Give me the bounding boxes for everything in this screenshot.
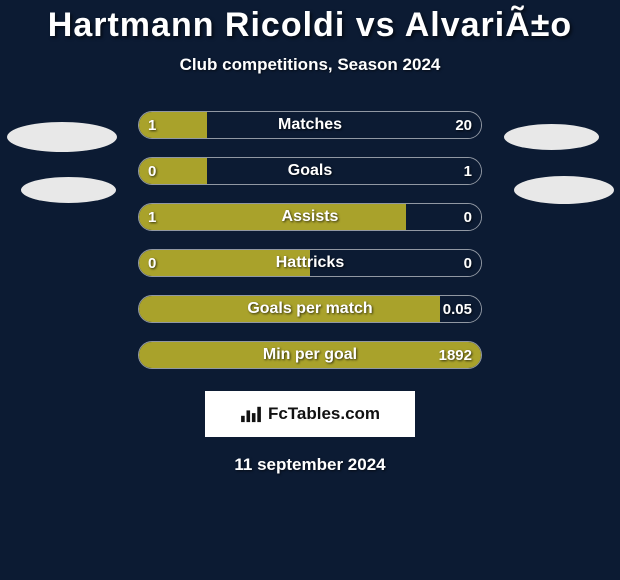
stat-row: Goals01 (138, 157, 482, 185)
bar-value-right: 1 (464, 157, 472, 185)
decor-ellipse-1 (7, 122, 117, 152)
page-title: Hartmann Ricoldi vs AlvariÃ±o (0, 0, 620, 45)
stats-bars: Matches120Goals01Assists10Hattricks00Goa… (0, 111, 620, 369)
bar-track (138, 157, 482, 185)
bar-value-right: 0 (464, 203, 472, 231)
stat-row: Min per goal1892 (138, 341, 482, 369)
stat-row: Goals per match0.05 (138, 295, 482, 323)
bar-track (138, 295, 482, 323)
bar-track (138, 249, 482, 277)
stat-row: Matches120 (138, 111, 482, 139)
decor-ellipse-3 (504, 124, 599, 150)
stat-row: Hattricks00 (138, 249, 482, 277)
bar-value-left: 0 (148, 157, 156, 185)
bar-value-left: 1 (148, 203, 156, 231)
bar-track (138, 203, 482, 231)
bar-fill-right (310, 250, 481, 276)
bar-value-right: 1892 (439, 341, 472, 369)
bar-value-right: 0.05 (443, 295, 472, 323)
bar-value-left: 0 (148, 249, 156, 277)
decor-ellipse-4 (514, 176, 614, 204)
bar-value-right: 0 (464, 249, 472, 277)
date-text: 11 september 2024 (0, 455, 620, 475)
bar-value-left: 1 (148, 111, 156, 139)
bar-track (138, 111, 482, 139)
bar-fill-left (139, 342, 481, 368)
bar-value-right: 20 (455, 111, 472, 139)
source-badge: FcTables.com (205, 391, 415, 437)
subtitle: Club competitions, Season 2024 (0, 55, 620, 75)
bar-track (138, 341, 482, 369)
decor-ellipse-2 (21, 177, 116, 203)
canvas: Hartmann Ricoldi vs AlvariÃ±o Club compe… (0, 0, 620, 580)
bar-fill-left (139, 250, 310, 276)
bars-icon (240, 405, 262, 423)
bar-fill-right (207, 158, 481, 184)
stat-row: Assists10 (138, 203, 482, 231)
bar-fill-left (139, 296, 440, 322)
badge-text: FcTables.com (268, 404, 380, 424)
bar-fill-right (207, 112, 481, 138)
bar-fill-left (139, 204, 406, 230)
